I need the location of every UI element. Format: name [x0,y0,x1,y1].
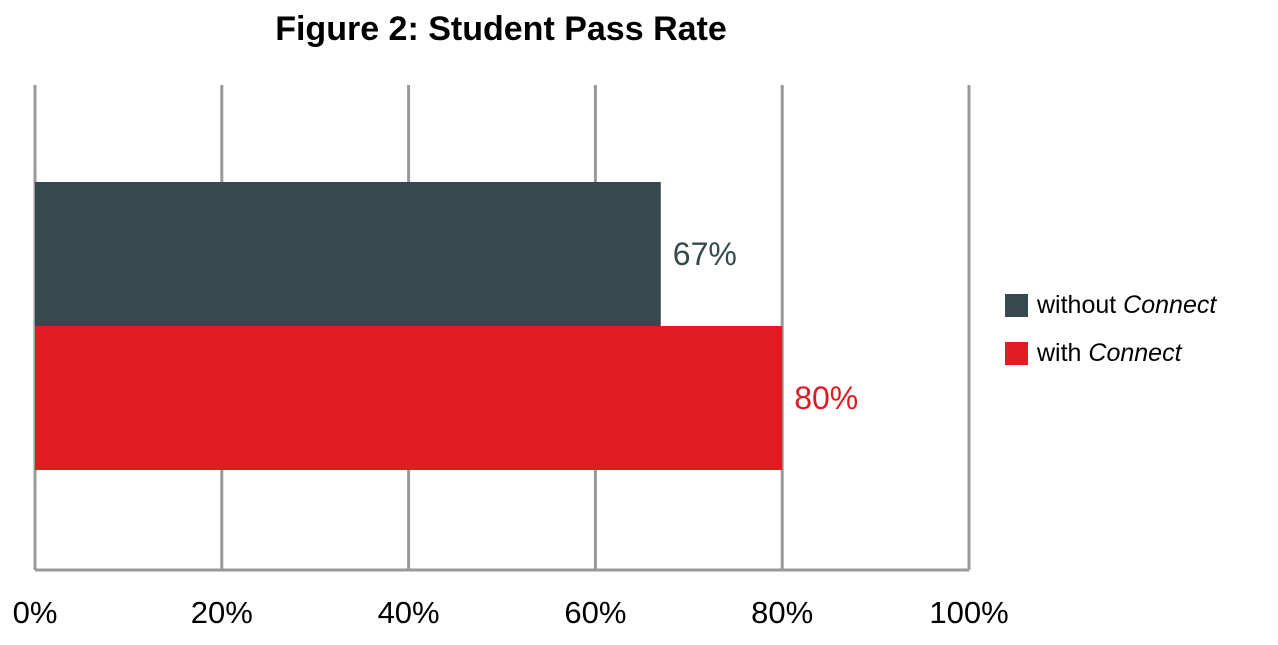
legend-swatch [1005,294,1028,317]
data-label: 67% [673,236,737,272]
bars [35,182,783,470]
legend-label-italic: Connect [1123,291,1217,319]
legend-label: without Connect [1036,291,1217,319]
x-tick-label: 20% [191,595,253,630]
chart-title: Figure 2: Student Pass Rate [275,10,727,48]
x-tick-label: 60% [564,595,626,630]
legend-swatch [1005,342,1028,365]
bar [35,182,661,326]
x-tick-label: 0% [13,595,58,630]
x-tick-label: 80% [751,595,813,630]
bar [35,326,783,470]
x-tick-label: 100% [929,595,1008,630]
x-axis-ticks: 0% 20% 40% 60% 80% 100% [13,595,1009,630]
legend-label-plain: without [1036,291,1123,319]
data-label: 80% [794,380,858,416]
data-labels: 67% 80% [673,236,858,416]
legend-label-plain: with [1036,339,1088,367]
legend-label: with Connect [1036,339,1183,367]
legend-label-italic: Connect [1088,339,1182,367]
x-tick-label: 40% [378,595,440,630]
